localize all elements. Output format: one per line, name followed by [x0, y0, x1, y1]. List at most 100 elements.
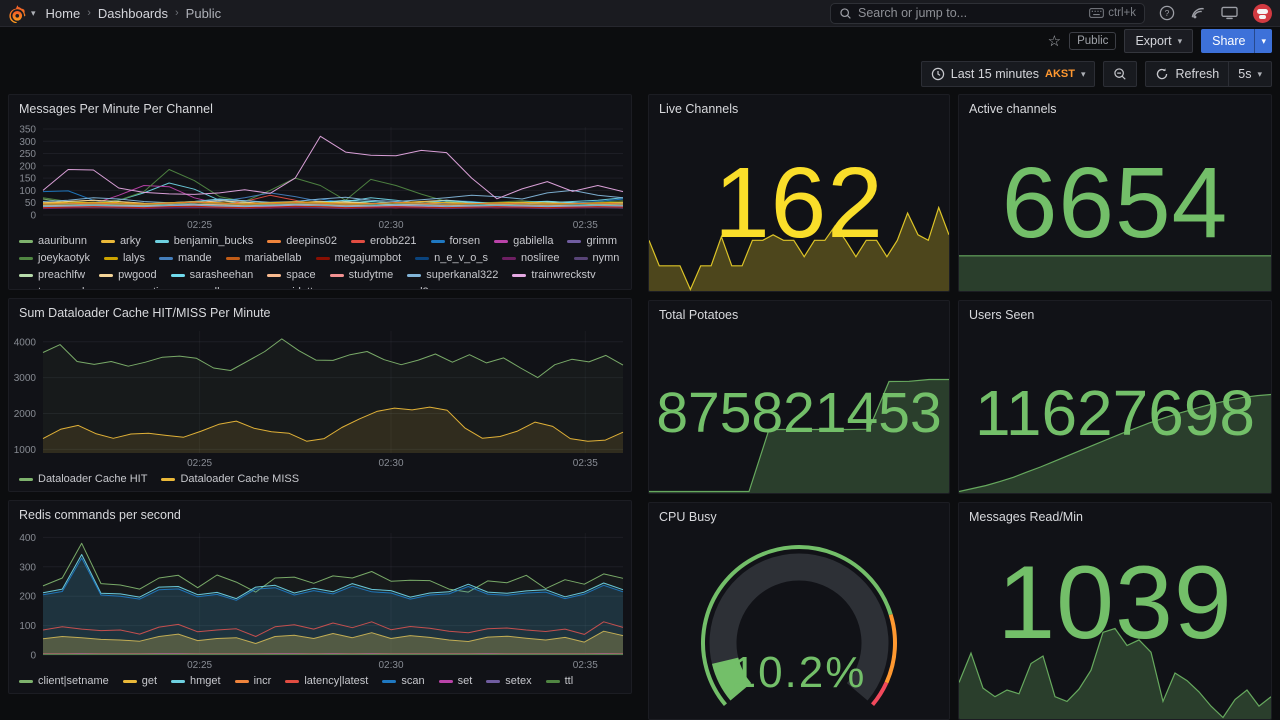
top-nav: ▾ Home › Dashboards › Public Search or j… — [0, 0, 1280, 27]
logo-chevron-down-icon[interactable]: ▾ — [31, 7, 36, 18]
legend-item[interactable]: twomanylegs — [19, 285, 102, 289]
legend-item[interactable]: preachlfw — [19, 268, 85, 282]
legend-item[interactable]: hmget — [171, 674, 221, 688]
legend-item[interactable]: gabilella — [494, 234, 553, 248]
legend-series-color — [502, 256, 516, 260]
legend-item[interactable]: set — [438, 674, 472, 688]
share-menu-button[interactable]: ▾ — [1254, 29, 1272, 53]
legend-series-color — [170, 273, 185, 277]
display-icon[interactable] — [1221, 6, 1238, 21]
legend-series-color — [567, 239, 582, 243]
legend-item[interactable]: pwgood — [99, 268, 157, 282]
legend-item[interactable]: Dataloader Cache HIT — [19, 472, 147, 486]
legend-item[interactable]: superkanal322 — [407, 268, 498, 282]
panel-title[interactable]: Users Seen — [969, 308, 1035, 322]
share-button[interactable]: Share — [1201, 29, 1255, 53]
legend-item[interactable]: nymn — [573, 251, 620, 265]
svg-text:2000: 2000 — [14, 409, 37, 420]
panel-title[interactable]: CPU Busy — [659, 510, 717, 524]
legend-series-label: nymn — [592, 252, 620, 264]
svg-text:02:30: 02:30 — [378, 660, 403, 671]
grafana-logo-icon[interactable] — [8, 4, 27, 23]
panel-title[interactable]: Total Potatoes — [659, 308, 739, 322]
total-potatoes-value: 875821453 — [656, 381, 942, 445]
legend-item[interactable]: studytme — [329, 268, 393, 282]
legend-series-label: valkyrae — [203, 285, 244, 289]
legend-item[interactable]: nosliree — [502, 251, 560, 265]
svg-text:02:30: 02:30 — [378, 220, 403, 231]
legend-item[interactable]: valkyrae — [184, 285, 244, 289]
legend-item[interactable]: grimm — [567, 234, 617, 248]
panel-title[interactable]: Active channels — [969, 102, 1057, 116]
legend-item[interactable]: forsen — [430, 234, 480, 248]
breadcrumb-dashboards[interactable]: Dashboards — [97, 5, 168, 21]
legend-item[interactable]: client|setname — [19, 674, 109, 688]
legend-series-label: superkanal322 — [426, 269, 499, 281]
breadcrumb-public[interactable]: Public — [185, 5, 222, 21]
zoom-out-button[interactable] — [1103, 61, 1138, 87]
legend-item[interactable]: deepins02 — [267, 234, 337, 248]
legend-series-label: megajumpbot — [334, 252, 402, 264]
legend-item[interactable]: megajumpbot — [315, 251, 402, 265]
svg-text:10.2%: 10.2% — [732, 648, 867, 697]
legend-item[interactable]: sarasheehan — [170, 268, 253, 282]
panel-title[interactable]: Live Channels — [659, 102, 739, 116]
legend-series-label: trainwreckstv — [531, 269, 596, 281]
legend-item[interactable]: incr — [234, 674, 271, 688]
panel-title[interactable]: Sum Dataloader Cache HIT/MISS Per Minute — [19, 306, 271, 320]
legend-item[interactable]: get — [122, 674, 158, 688]
legend-item[interactable]: ttl — [545, 674, 573, 688]
legend-item[interactable]: mariabellab — [225, 251, 302, 265]
panel-messages-per-minute: Messages Per Minute Per Channel 0 50 100 15… — [8, 94, 632, 290]
news-rss-icon[interactable] — [1190, 5, 1206, 21]
legend-item[interactable]: joeykaotyk — [19, 251, 90, 265]
legend-series-label: client|setname — [38, 675, 109, 687]
legend-series-color — [19, 256, 33, 260]
panel-title[interactable]: Messages Per Minute Per Channel — [19, 102, 213, 116]
star-icon[interactable]: ☆ — [1047, 32, 1062, 50]
legend-item[interactable]: xqc — [333, 285, 369, 289]
legend-series-color — [159, 256, 173, 260]
legend-item[interactable]: trainwreckstv — [512, 268, 596, 282]
legend-series-color — [494, 239, 509, 243]
breadcrumb-home[interactable]: Home — [45, 5, 81, 21]
refresh-interval-select[interactable]: 5s ▾ — [1229, 61, 1272, 87]
legend-item[interactable]: latency|latest — [285, 674, 368, 688]
legend-item[interactable]: Dataloader Cache MISS — [161, 472, 299, 486]
svg-text:350: 350 — [19, 125, 36, 136]
legend-item[interactable]: lalys — [103, 251, 145, 265]
legend-item[interactable]: yugl2x — [383, 285, 434, 289]
legend-item[interactable]: setex — [486, 674, 532, 688]
search-input[interactable]: Search or jump to... ctrl+k — [830, 2, 1145, 24]
refresh-button[interactable]: Refresh — [1145, 61, 1230, 87]
panel-title[interactable]: Redis commands per second — [19, 508, 181, 522]
legend-item[interactable]: aauribunn — [19, 234, 87, 248]
legend-series-label: twomanylegs — [38, 285, 102, 289]
legend-series-color — [161, 477, 176, 481]
legend-item[interactable]: benjamin_bucks — [154, 234, 254, 248]
legend-series-label: benjamin_bucks — [173, 235, 254, 247]
panel-title[interactable]: Messages Read/Min — [969, 510, 1083, 524]
legend-item[interactable]: space — [267, 268, 316, 282]
legend-item[interactable]: mande — [159, 251, 212, 265]
export-button[interactable]: Export ▾ — [1124, 29, 1194, 53]
svg-text:4000: 4000 — [14, 337, 37, 348]
legend-item[interactable]: n_e_v_o_s — [415, 251, 488, 265]
legend-item[interactable]: arky — [100, 234, 141, 248]
public-tag[interactable]: Public — [1069, 32, 1117, 50]
help-icon[interactable]: ? — [1159, 5, 1175, 21]
legend-series-label: mariabellab — [244, 252, 302, 264]
panel-total-potatoes: Total Potatoes 875821453 — [648, 300, 950, 494]
time-range-picker[interactable]: Last 15 minutes AKST ▾ — [920, 61, 1096, 87]
legend-series-label: get — [141, 675, 158, 687]
legend-item[interactable]: erobb221 — [351, 234, 417, 248]
legend-series-label: Dataloader Cache HIT — [38, 473, 148, 485]
svg-text:02:25: 02:25 — [187, 660, 212, 671]
legend-series-label: deepins02 — [286, 235, 337, 247]
legend-item[interactable]: scan — [382, 674, 425, 688]
legend-series-label: setex — [505, 675, 532, 687]
legend-item[interactable]: varidetta — [258, 285, 319, 289]
legend-item[interactable]: usatiy_ — [116, 285, 170, 289]
svg-text:300: 300 — [19, 137, 36, 148]
user-avatar[interactable] — [1253, 3, 1272, 23]
